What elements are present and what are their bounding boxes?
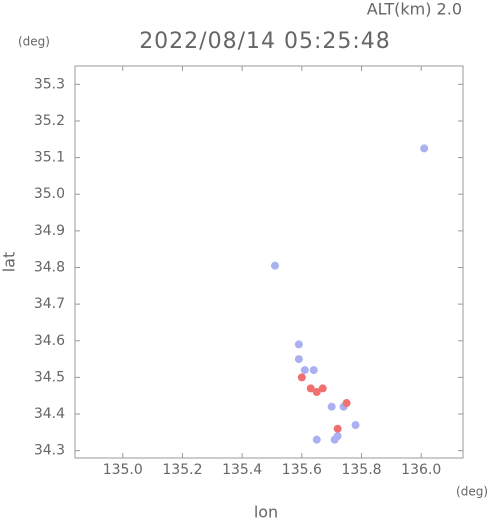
- echo-point: [420, 144, 429, 153]
- y-tick-label: 34.3: [34, 443, 65, 459]
- altitude-label: ALT(km) 2.0: [367, 0, 462, 19]
- y-tick-label: 35.2: [34, 113, 65, 129]
- x-tick-label: 135.8: [341, 462, 381, 478]
- y-tick-label: 35.0: [34, 186, 65, 202]
- echo-point: [318, 384, 327, 393]
- x-unit: (deg): [456, 485, 488, 499]
- echo-point: [312, 435, 321, 444]
- echo-point: [294, 340, 303, 349]
- echo-point: [342, 399, 351, 408]
- y-axis-label: lat: [0, 252, 19, 273]
- echo-point: [270, 261, 279, 270]
- x-tick-label: 136.0: [401, 462, 441, 478]
- echo-point: [300, 366, 309, 375]
- x-tick-label: 135.4: [222, 462, 262, 478]
- x-tick-label: 135.6: [282, 462, 322, 478]
- echo-point: [297, 373, 306, 382]
- y-tick-label: 34.8: [34, 259, 65, 275]
- echo-point: [294, 355, 303, 364]
- x-tick-label: 135.0: [103, 462, 143, 478]
- y-tick-label: 34.4: [34, 406, 65, 422]
- echo-point: [330, 435, 339, 444]
- echo-point: [333, 424, 342, 433]
- chart-title: 2022/08/14 05:25:48: [139, 29, 391, 54]
- x-tick-label: 135.2: [162, 462, 202, 478]
- echo-point: [327, 402, 336, 411]
- y-unit: (deg): [18, 35, 50, 49]
- echo-point: [306, 384, 315, 393]
- y-tick-label: 34.9: [34, 223, 65, 239]
- x-axis-label: lon: [254, 503, 278, 521]
- echo-point: [309, 366, 318, 375]
- plot-frame: [74, 65, 464, 459]
- echo-point: [312, 388, 321, 397]
- y-tick-label: 35.3: [34, 76, 65, 92]
- y-tick-label: 35.1: [34, 150, 65, 166]
- y-tick-label: 34.5: [34, 369, 65, 385]
- y-tick-label: 34.6: [34, 333, 65, 349]
- echo-point: [351, 421, 360, 430]
- y-tick-label: 34.7: [34, 296, 65, 312]
